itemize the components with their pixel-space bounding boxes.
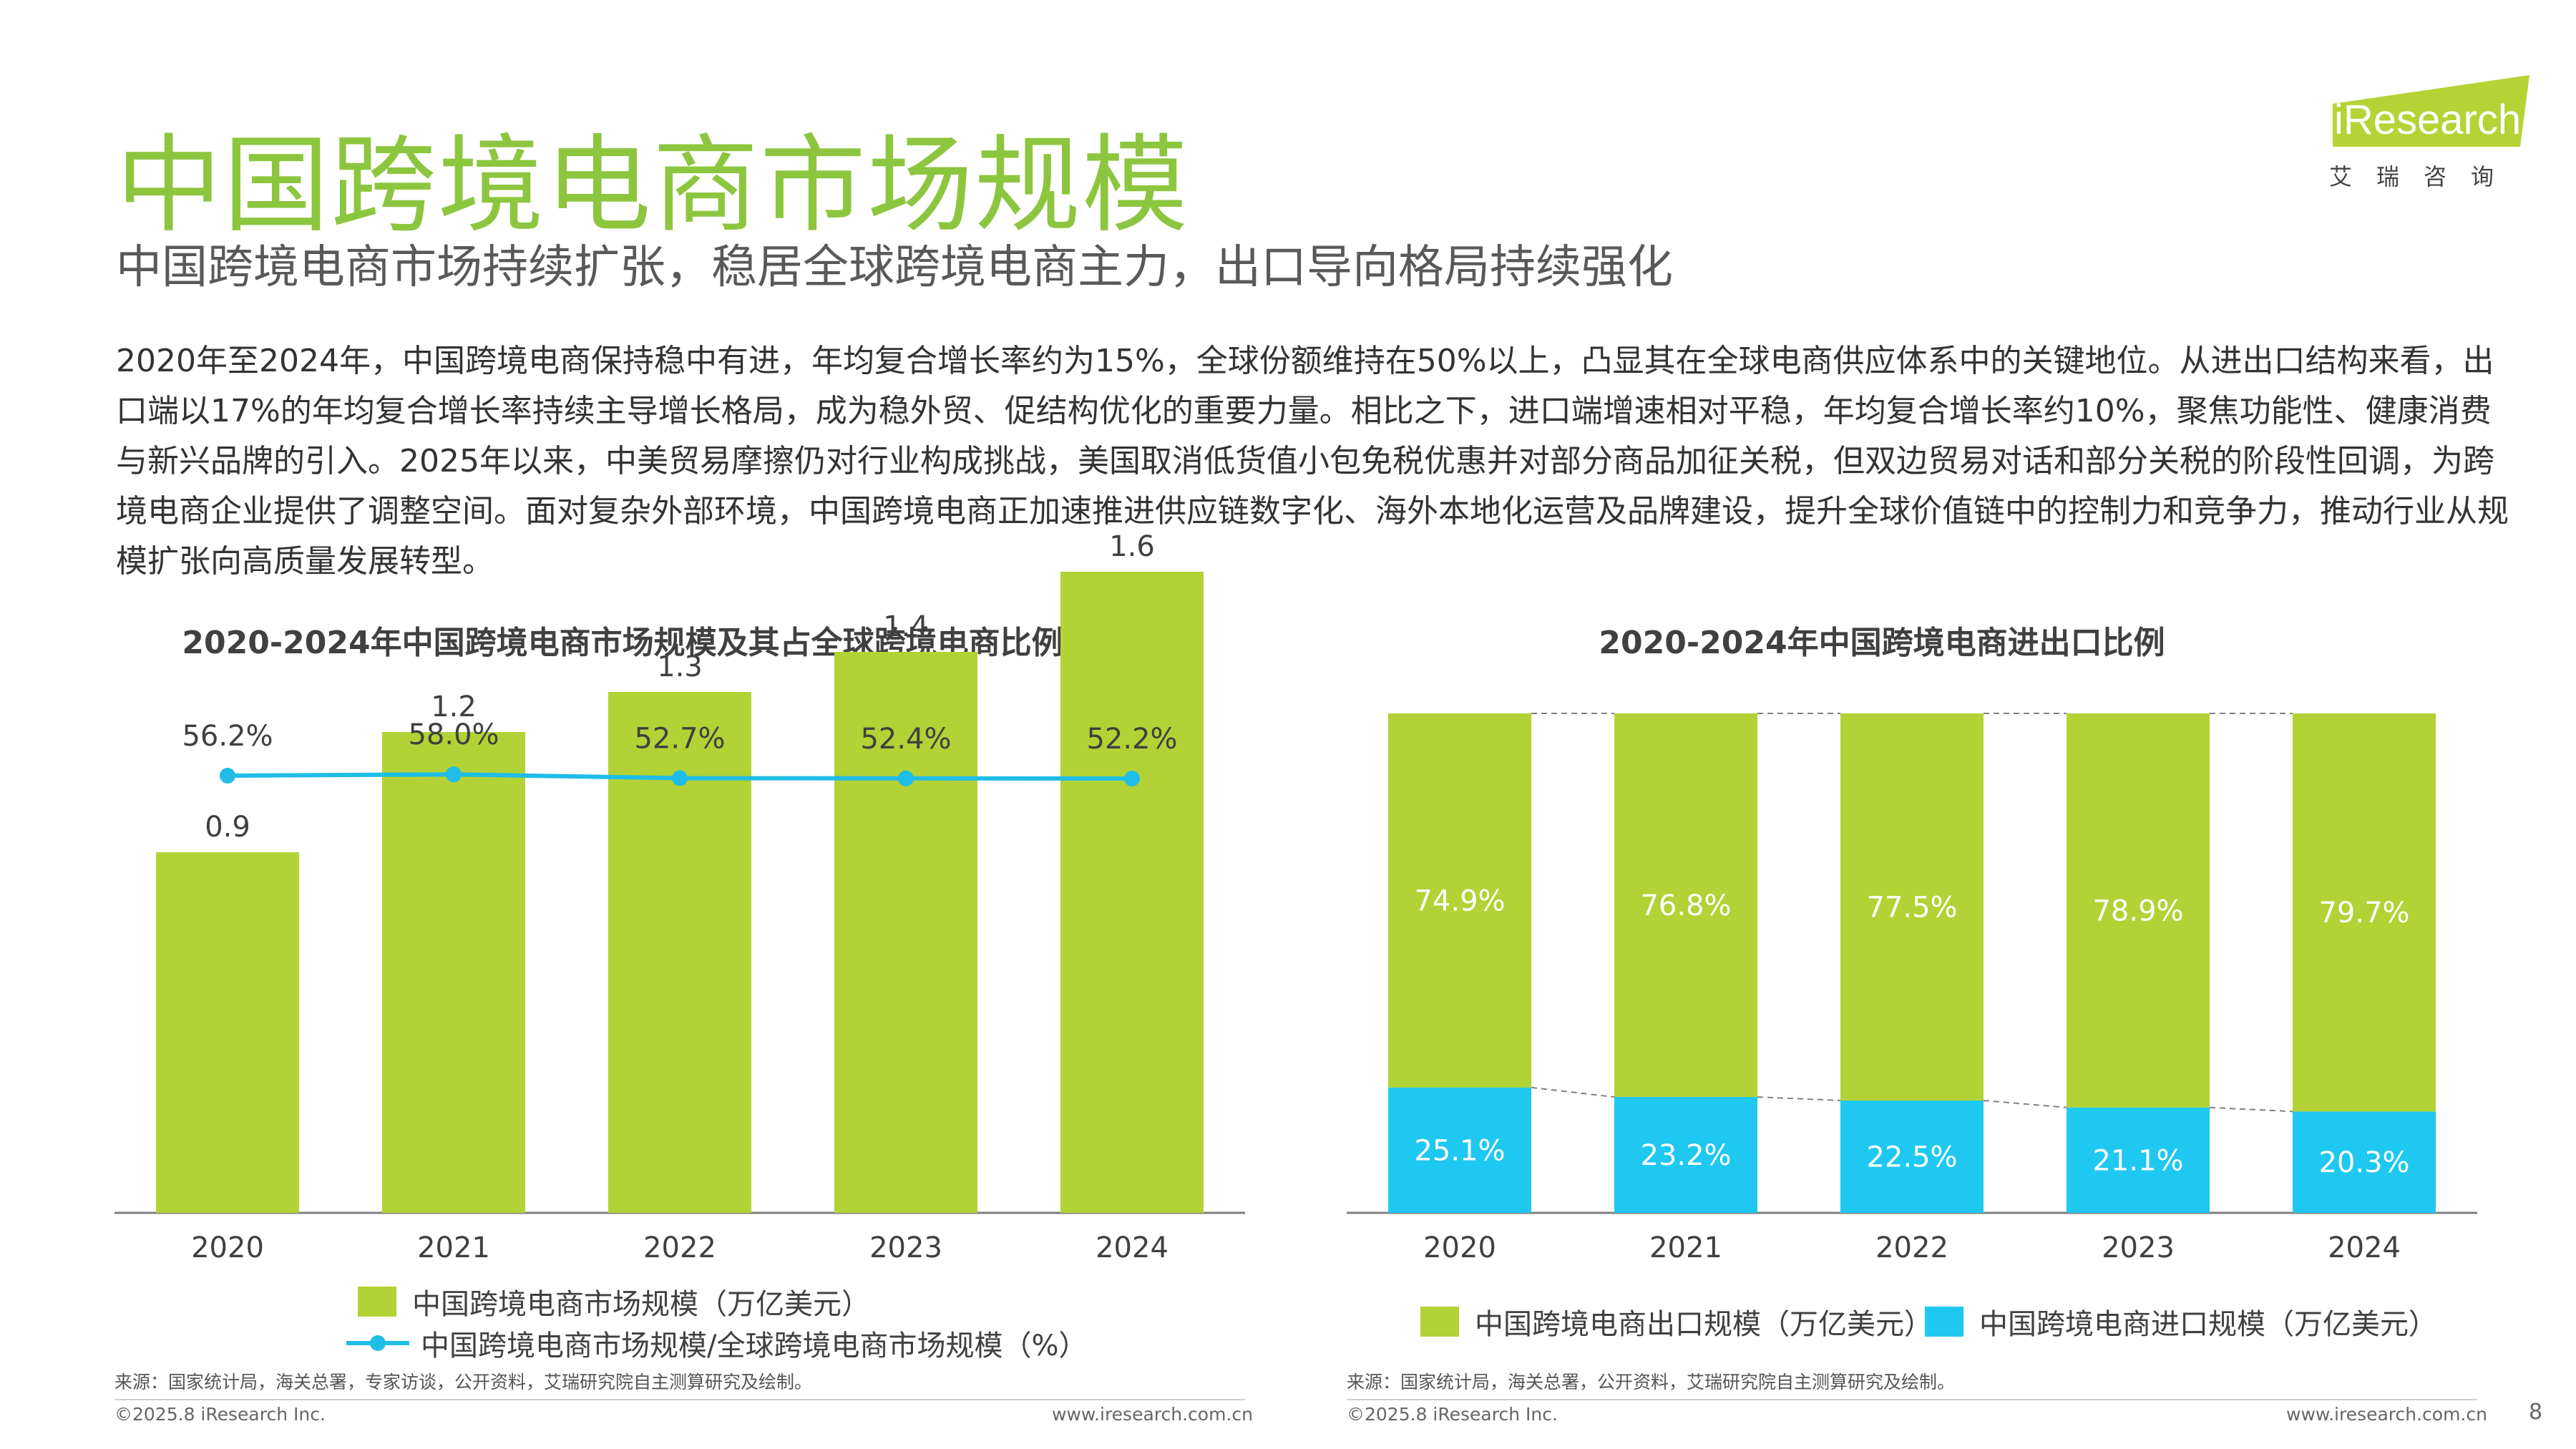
export-bar-segment — [2067, 713, 2210, 1108]
market-size-bar — [382, 732, 525, 1213]
export-bar-segment — [1614, 713, 1757, 1098]
legend-swatch-bar — [358, 1287, 396, 1317]
export-share-label: 79.7% — [2318, 897, 2409, 930]
import-share-label: 21.1% — [2092, 1144, 2183, 1177]
legend-label-import: 中国跨境电商进口规模（万亿美元） — [1979, 1308, 2437, 1341]
import-share-label: 23.2% — [1640, 1139, 1731, 1172]
import-share-label: 22.5% — [1866, 1141, 1957, 1174]
export-share-label: 74.9% — [1414, 884, 1505, 917]
right-legend-export: 中国跨境电商出口规模（万亿美元） — [1420, 1301, 1933, 1342]
x-tick-label: 2024 — [2328, 1231, 2401, 1264]
import-bar-segment — [2067, 1107, 2210, 1213]
share-point — [898, 770, 914, 786]
export-share-label: 76.8% — [1640, 889, 1731, 922]
left-url: www.iresearch.com.cn — [1052, 1404, 1253, 1425]
bar-value-label: 1.4 — [883, 610, 929, 643]
x-tick-label: 2022 — [1875, 1231, 1948, 1264]
x-tick-label: 2021 — [1649, 1231, 1722, 1264]
connector-boundary — [1983, 1099, 2067, 1108]
share-point — [672, 770, 688, 786]
import-share-label: 25.1% — [1414, 1134, 1505, 1167]
bar-value-label: 1.3 — [657, 650, 703, 683]
market-size-bar — [156, 852, 299, 1213]
right-source: 来源：国家统计局，海关总署，公开资料，艾瑞研究院自主测算研究及绘制。 — [1347, 1372, 1956, 1392]
legend-swatch-import — [1925, 1307, 1963, 1337]
import-share-label: 20.3% — [2318, 1146, 2409, 1179]
import-bar-segment — [1840, 1100, 1984, 1213]
share-value-label: 56.2% — [182, 720, 273, 753]
export-bar-segment — [1388, 713, 1531, 1088]
share-value-label: 52.4% — [860, 723, 951, 756]
page-number: 8 — [2529, 1400, 2543, 1425]
share-value-label: 52.2% — [1086, 723, 1177, 756]
connector-boundary — [1531, 1086, 1615, 1098]
body-paragraph: 2020年至2024年，中国跨境电商保持稳中有进，年均复合增长率约为15%，全球… — [116, 343, 2509, 580]
share-value-label: 52.7% — [634, 723, 725, 756]
left-legend-bar: 中国跨境电商市场规模（万亿美元） — [358, 1281, 870, 1322]
right-legend-import: 中国跨境电商进口规模（万亿美元） — [1925, 1301, 2437, 1342]
legend-label-export: 中国跨境电商出口规模（万亿美元） — [1475, 1308, 1933, 1341]
bar-value-label: 1.2 — [431, 691, 477, 723]
legend-label-bar: 中国跨境电商市场规模（万亿美元） — [412, 1288, 870, 1321]
share-value-label: 58.0% — [408, 718, 499, 751]
share-point — [446, 766, 462, 783]
iresearch-logo: iResearch — [2333, 75, 2529, 147]
legend-swatch-export — [1420, 1307, 1459, 1337]
market-size-bar — [1060, 572, 1204, 1213]
x-tick-label: 2023 — [2102, 1231, 2175, 1264]
x-tick-label: 2020 — [191, 1231, 264, 1264]
export-bar-segment — [2293, 713, 2436, 1112]
left-footer-rule — [114, 1399, 1245, 1400]
export-share-label: 77.5% — [1866, 891, 1957, 924]
share-point — [220, 768, 235, 784]
left-legend-line: 中国跨境电商市场规模/全球跨境电商市场规模（%） — [343, 1322, 1087, 1364]
left-source: 来源：国家统计局，海关总署，专家访谈，公开资料，艾瑞研究院自主测算研究及绘制。 — [114, 1372, 813, 1392]
page-subtitle: 中国跨境电商市场持续扩张，稳居全球跨境电商主力，出口导向格局持续强化 — [116, 241, 1673, 294]
page-title: 中国跨境电商市场规模 — [116, 124, 1189, 247]
bar-value-label: 0.9 — [205, 811, 250, 844]
connector-boundary — [2209, 1106, 2293, 1113]
right-url: www.iresearch.com.cn — [2286, 1404, 2487, 1425]
right-copyright: ©2025.8 iResearch Inc. — [1347, 1404, 1558, 1425]
bar-value-label: 1.6 — [1109, 530, 1155, 563]
share-point — [1124, 771, 1140, 786]
x-tick-label: 2024 — [1096, 1231, 1169, 1264]
legend-label-line: 中国跨境电商市场规模/全球跨境电商市场规模（%） — [421, 1330, 1088, 1362]
right-chart-title: 2020-2024年中国跨境电商进出口比例 — [1599, 625, 2165, 661]
right-footer-rule — [1347, 1399, 2477, 1400]
import-bar-segment — [1614, 1097, 1757, 1213]
x-tick-label: 2020 — [1423, 1231, 1496, 1264]
logo-text: iResearch — [2334, 97, 2521, 143]
export-bar-segment — [1840, 713, 1984, 1101]
market-size-bar — [834, 652, 977, 1213]
export-share-label: 78.9% — [2092, 894, 2183, 927]
x-tick-label: 2021 — [417, 1231, 490, 1264]
logo-cn-text: 艾瑞咨询 — [2329, 163, 2519, 190]
legend-swatch-line — [346, 1335, 409, 1351]
connector-boundary — [1757, 1096, 1841, 1101]
x-tick-label: 2022 — [643, 1231, 716, 1264]
x-tick-label: 2023 — [869, 1231, 942, 1264]
import-bar-segment — [2293, 1111, 2436, 1213]
import-bar-segment — [1388, 1087, 1531, 1213]
left-copyright: ©2025.8 iResearch Inc. — [114, 1404, 326, 1425]
